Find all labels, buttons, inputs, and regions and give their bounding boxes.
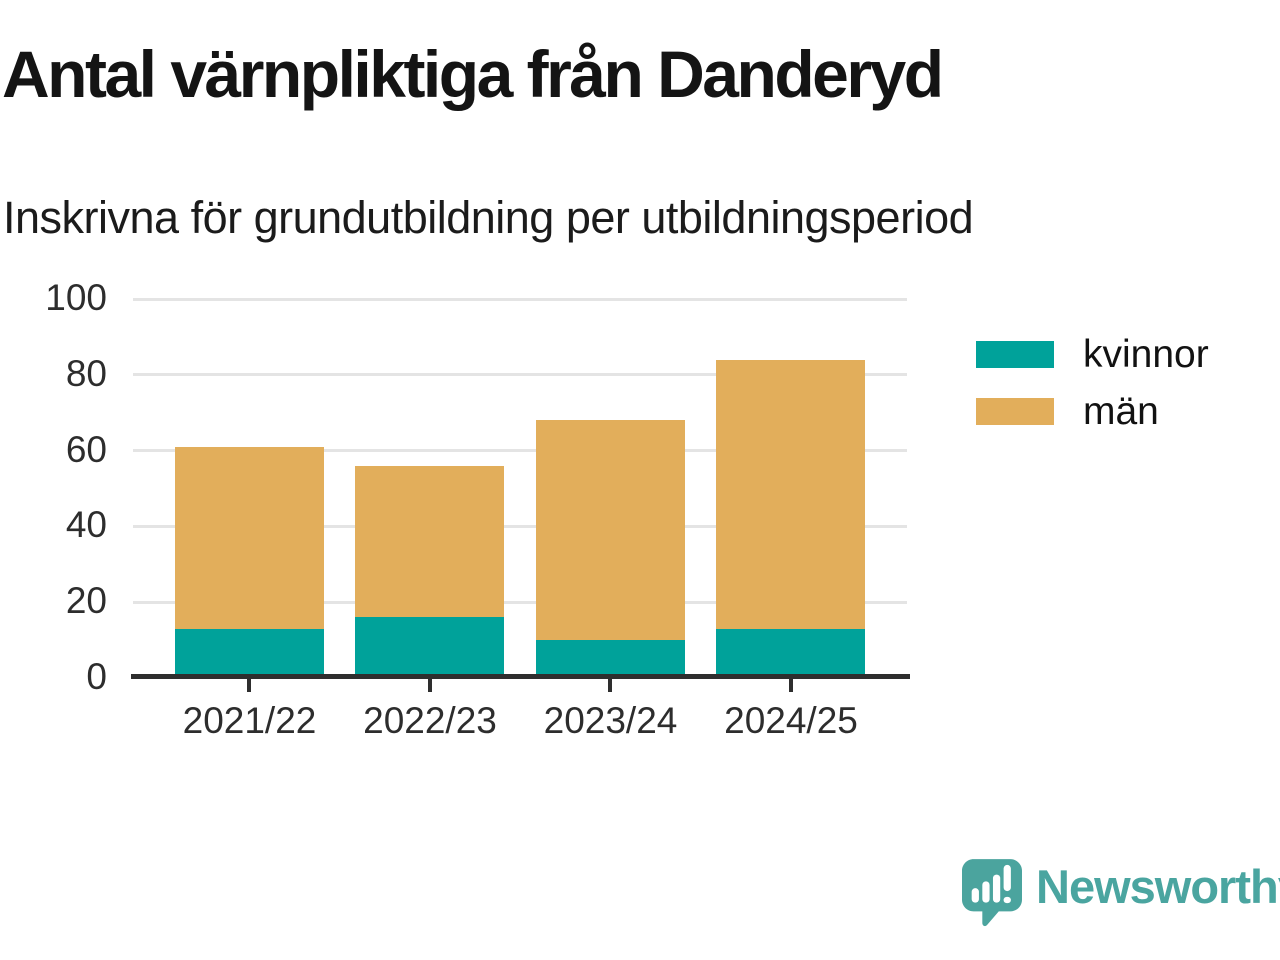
gridline-80 xyxy=(133,373,907,377)
bar-segment-kvinnor-2021-22 xyxy=(174,628,324,678)
bar-segment-man-2023-24 xyxy=(535,420,685,641)
y-axis-tick-label-80: 80 xyxy=(65,352,107,394)
chart-subtitle: Inskrivna för grundutbildning per utbild… xyxy=(3,192,974,243)
chart-title: Antal värnpliktiga från Danderyd xyxy=(2,37,944,111)
legend-swatch-man xyxy=(976,398,1054,425)
gridline-100 xyxy=(133,297,907,301)
x-axis-baseline xyxy=(131,674,910,679)
y-axis-tick-label-0: 0 xyxy=(86,656,107,697)
legend-swatch-kvinnor xyxy=(976,341,1054,368)
y-axis-tick-label-20: 20 xyxy=(65,580,107,622)
legend-label-kvinnor: kvinnor xyxy=(1083,332,1209,376)
legend-item-kvinnor: kvinnor xyxy=(976,332,1209,377)
bar-segment-kvinnor-2023-24 xyxy=(535,640,685,678)
bar-segment-man-2021-22 xyxy=(174,446,324,629)
legend-label-man: män xyxy=(1083,389,1159,433)
x-axis-tick-label-2024-25: 2024/25 xyxy=(724,700,858,741)
legend-item-man: män xyxy=(976,389,1209,434)
x-axis-tick-label-2021-22: 2021/22 xyxy=(182,700,317,741)
bar-segment-man-2024-25 xyxy=(716,359,866,629)
y-axis-tick-label-100: 100 xyxy=(45,277,107,318)
x-axis-tick-mark-2021-22 xyxy=(247,679,252,692)
x-axis-tick-mark-2022-23 xyxy=(427,679,432,692)
y-axis-tick-label-60: 60 xyxy=(65,428,107,470)
brand-name: Newsworthy xyxy=(1036,860,1280,913)
speech-bubble-bar-chart-icon xyxy=(962,859,1022,927)
x-axis-tick-mark-2024-25 xyxy=(788,679,793,692)
y-axis: 0 20 40 60 80 100 xyxy=(0,0,107,960)
gridline-20 xyxy=(133,600,907,604)
x-axis-tick-label-2022-23: 2022/23 xyxy=(363,700,497,741)
x-axis-tick-label-2023-24: 2023/24 xyxy=(543,700,678,741)
bar-segment-man-2022-23 xyxy=(355,465,505,618)
x-axis-tick-mark-2023-24 xyxy=(608,679,613,692)
gridline-60 xyxy=(133,449,907,453)
bar-segment-kvinnor-2022-23 xyxy=(355,617,505,678)
legend: kvinnor män xyxy=(976,332,1209,446)
plot-area xyxy=(133,297,907,678)
newsworthy-logo: Newsworthy xyxy=(962,857,1280,929)
gridline-40 xyxy=(133,524,907,528)
bar-segment-kvinnor-2024-25 xyxy=(716,628,866,678)
y-axis-tick-label-40: 40 xyxy=(65,504,107,546)
